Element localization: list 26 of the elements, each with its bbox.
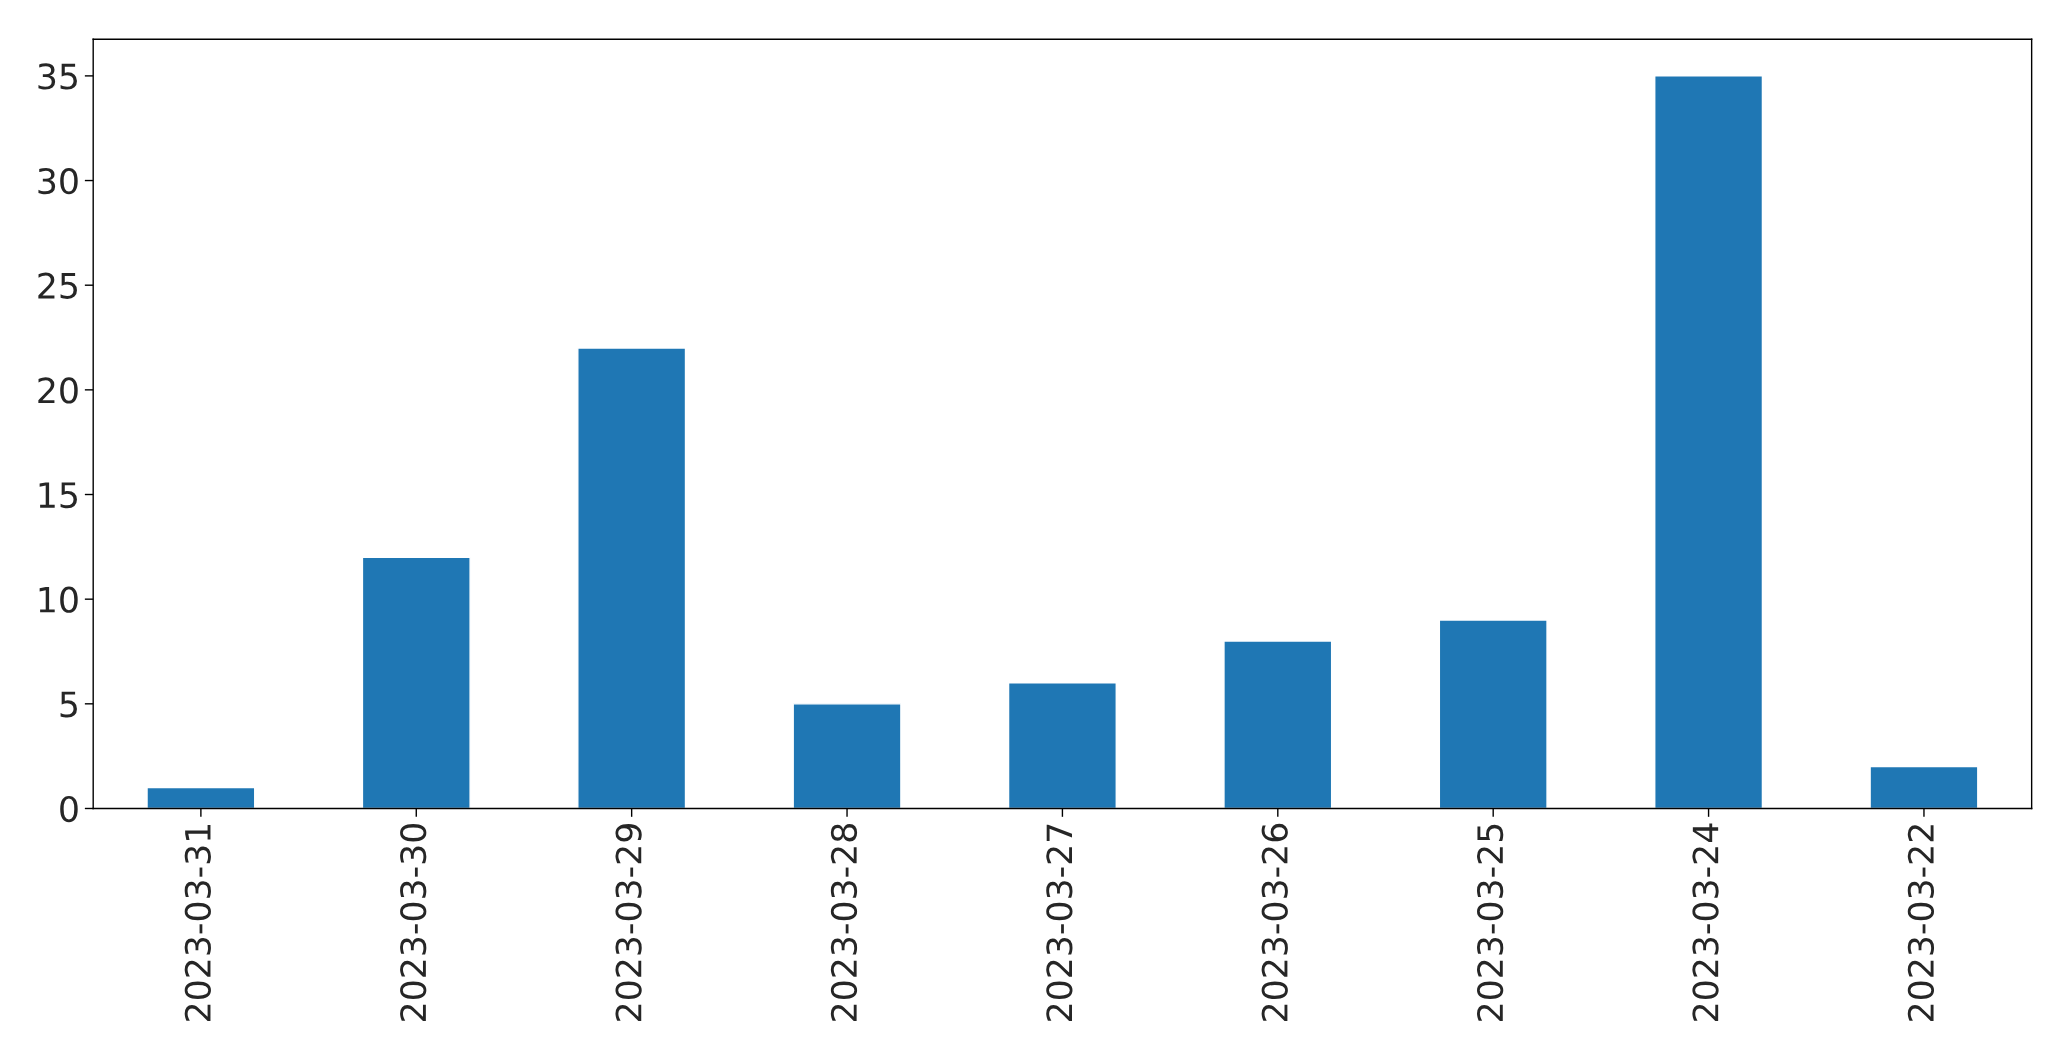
x-tick-label: 2023-03-27 — [1046, 824, 1073, 1021]
x-tick-label: 2023-03-28 — [830, 824, 858, 1021]
x-tick-label: 2023-03-30 — [400, 823, 427, 1021]
x-tick-label: 2023-03-29 — [615, 824, 642, 1021]
bar — [361, 556, 471, 809]
bar — [1438, 619, 1548, 809]
x-tick-label: 2023-03-25 — [1477, 824, 1504, 1021]
bar — [1869, 765, 1979, 809]
bar — [1007, 682, 1117, 809]
x-tick-label: 2023-03-24 — [1692, 823, 1719, 1021]
bar — [1223, 640, 1333, 809]
x-tick-label: 2023-03-26 — [1261, 823, 1288, 1021]
bar — [792, 703, 902, 809]
y-tick-label: 15 — [39, 482, 77, 509]
y-tick-label: 35 — [38, 63, 77, 90]
y-tick-label: 5 — [60, 691, 77, 718]
x-tick-label: 2023-03-22 — [1907, 825, 1935, 1021]
x-tick-label: 2023-03-31 — [184, 824, 211, 1021]
y-tick-label: 10 — [39, 586, 78, 613]
y-tick-label: 20 — [38, 377, 78, 404]
y-tick-label: 0 — [60, 795, 78, 823]
y-tick-label: 25 — [38, 272, 77, 299]
bar — [577, 347, 687, 809]
y-tick-label: 30 — [38, 167, 78, 195]
bar — [146, 786, 256, 809]
bar — [1654, 75, 1764, 809]
